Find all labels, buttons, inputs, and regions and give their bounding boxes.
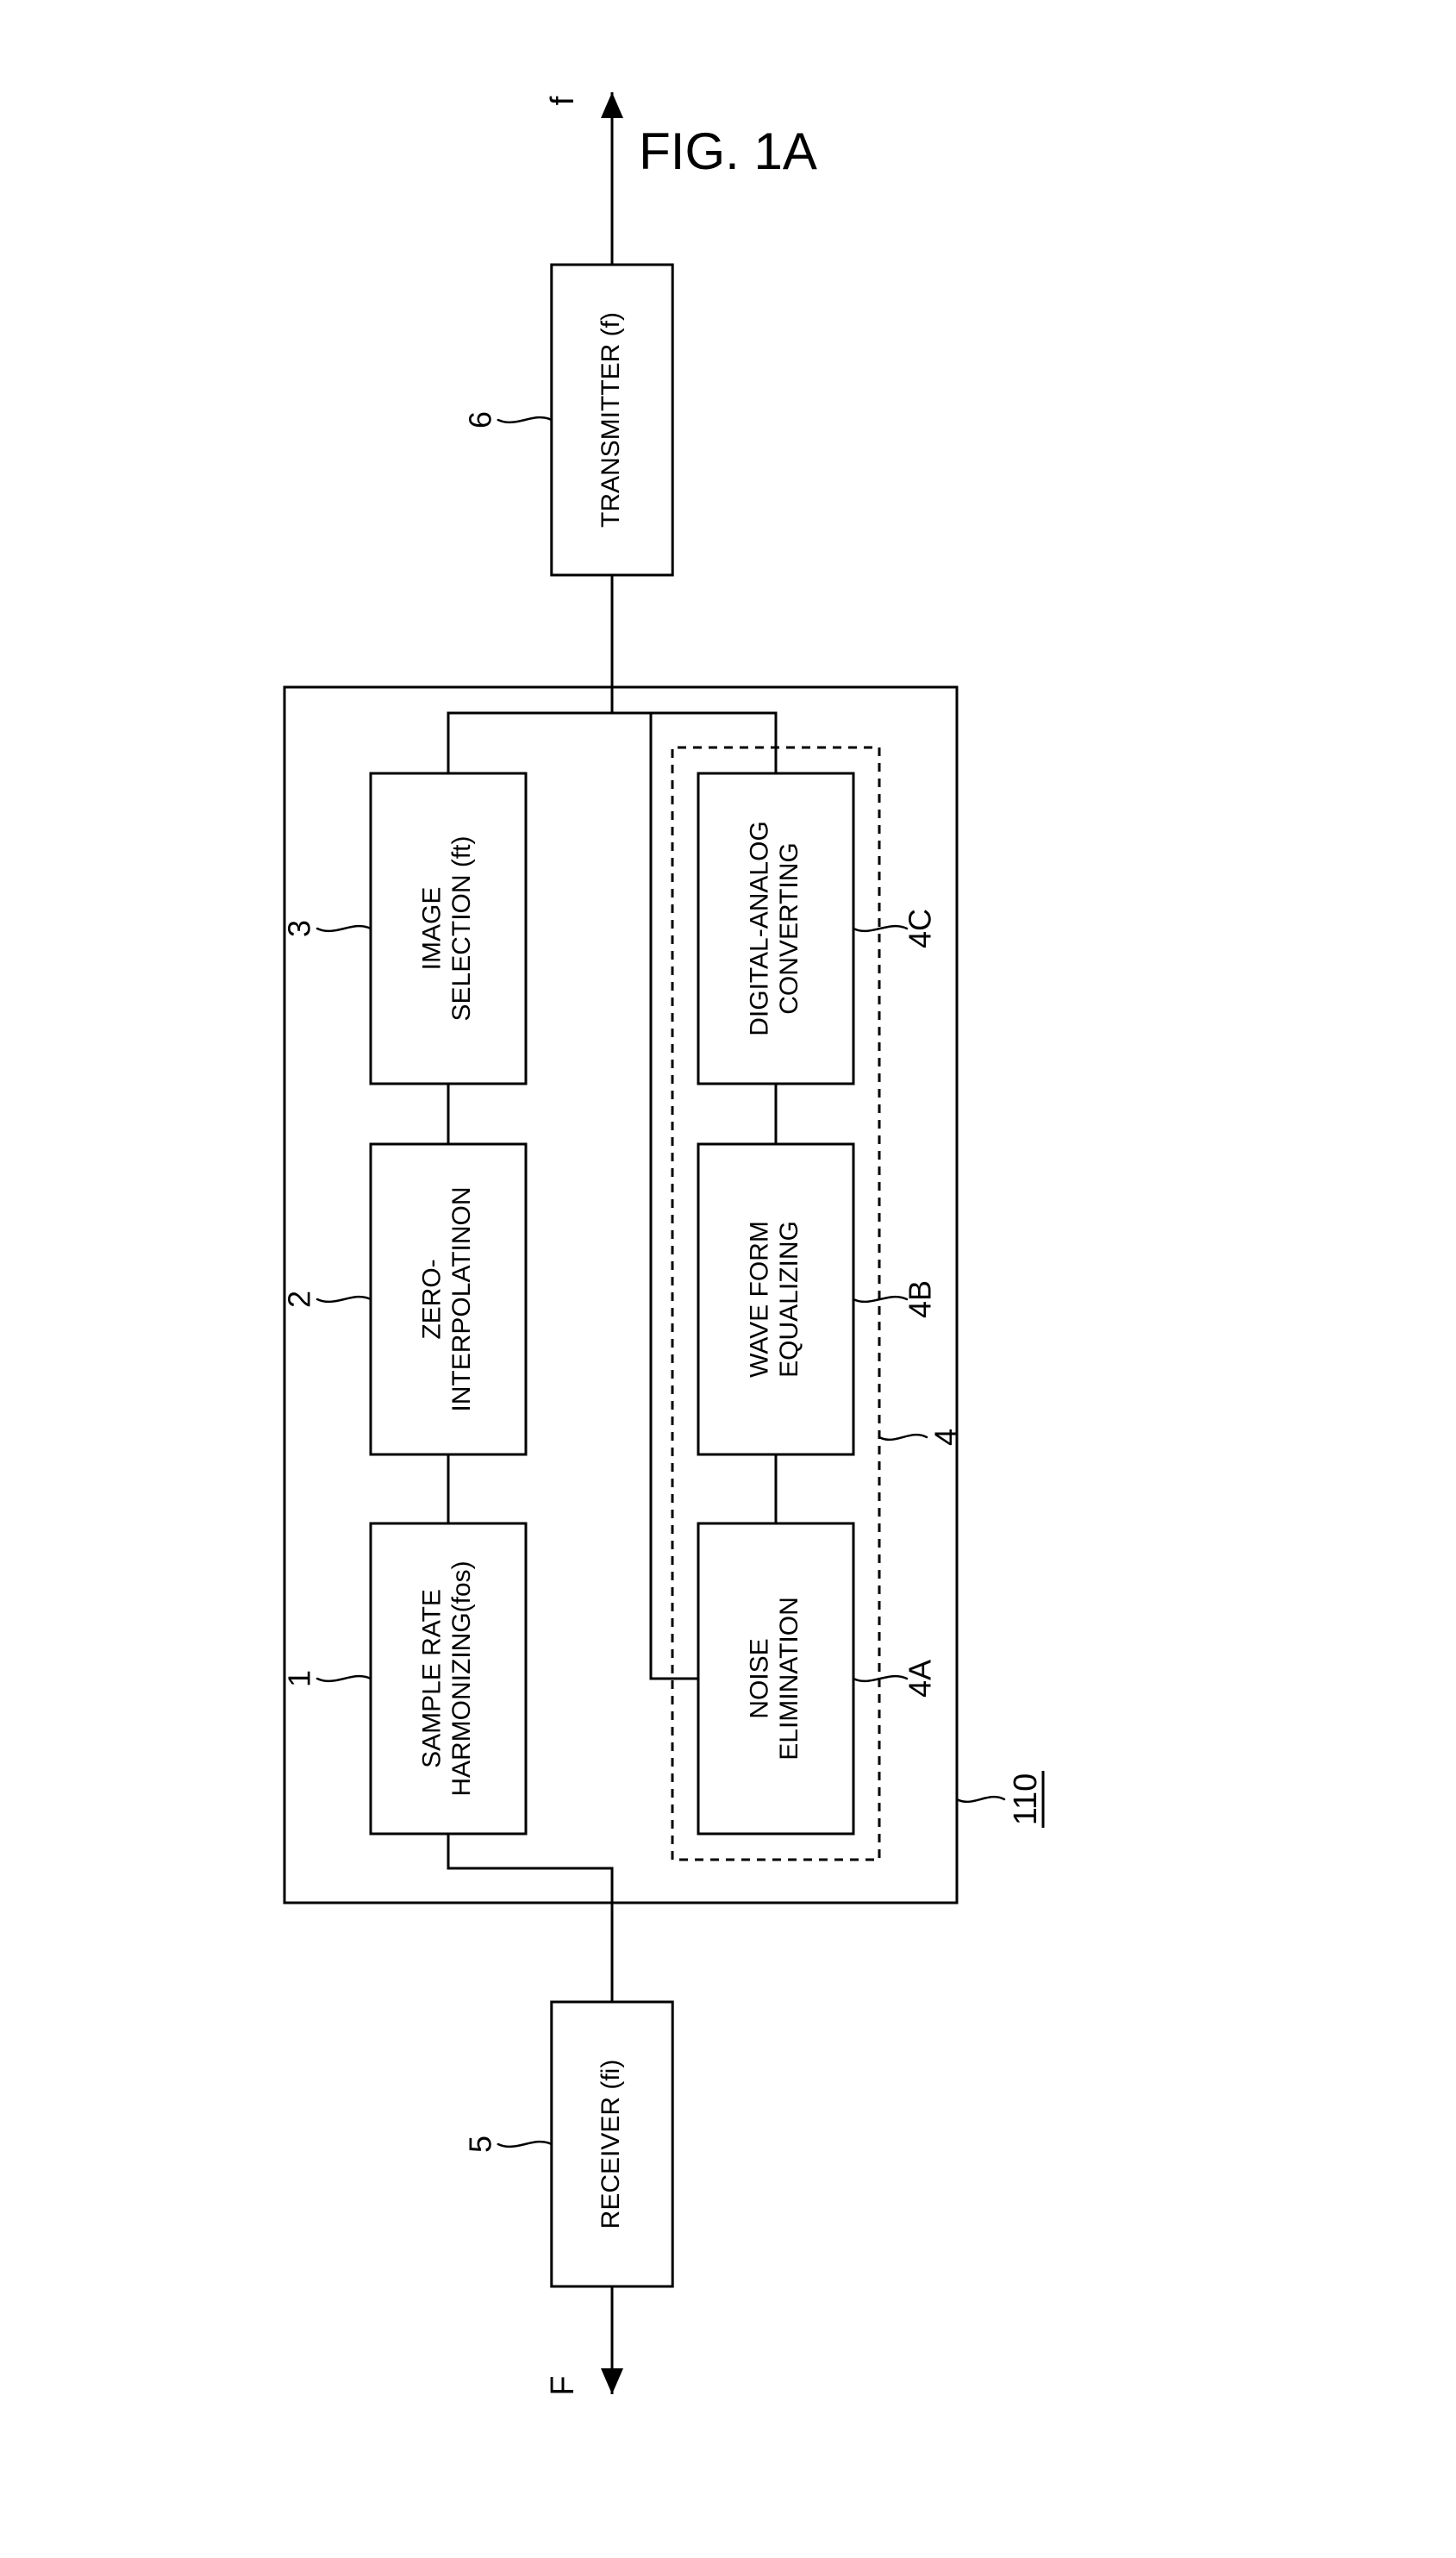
block-label: DIGITAL-ANALOG bbox=[746, 821, 774, 1036]
block-label: EQUALIZING bbox=[775, 1221, 803, 1378]
leader-line bbox=[957, 1797, 1004, 1802]
block-label: INTERPOLATINON bbox=[447, 1186, 476, 1411]
leader-line bbox=[498, 417, 552, 422]
ref-num-outer: 110 bbox=[1008, 1773, 1044, 1826]
leader-line bbox=[879, 1435, 927, 1440]
block-label: WAVE FORM bbox=[746, 1221, 774, 1378]
block-label: ELIMINATION bbox=[775, 1597, 803, 1760]
arrow-in bbox=[601, 2368, 623, 2394]
figure-title: FIG. 1A bbox=[639, 122, 817, 180]
block-label: HARMONIZING(fos) bbox=[447, 1560, 476, 1796]
block-label: TRANSMITTER (f) bbox=[597, 312, 625, 528]
leader-line bbox=[317, 926, 371, 931]
block-label: NOISE bbox=[746, 1638, 774, 1718]
ref-num: 5 bbox=[462, 2136, 497, 2153]
leader-line bbox=[317, 1676, 371, 1681]
ref-num: 4B bbox=[903, 1280, 938, 1318]
input-label: F bbox=[545, 2375, 581, 2395]
block-label: SELECTION (ft) bbox=[447, 835, 476, 1021]
ref-num: 6 bbox=[462, 411, 497, 428]
block-label: SAMPLE RATE bbox=[418, 1589, 447, 1768]
output-label: f bbox=[545, 96, 581, 105]
block-label: RECEIVER (fi) bbox=[597, 2060, 625, 2230]
ref-num: 4C bbox=[903, 909, 938, 948]
ref-num: 1 bbox=[282, 1670, 317, 1687]
arrow-out bbox=[601, 92, 623, 118]
ref-num: 4 bbox=[928, 1429, 964, 1446]
wire bbox=[448, 1834, 612, 2002]
block-label: CONVERTING bbox=[775, 842, 803, 1014]
ref-num: 2 bbox=[282, 1291, 317, 1308]
leader-line bbox=[317, 1297, 371, 1302]
block-label: IMAGE bbox=[418, 887, 447, 971]
leader-line bbox=[498, 2142, 552, 2147]
wire bbox=[612, 575, 776, 773]
block-label: ZERO- bbox=[418, 1259, 447, 1339]
ref-num: 4A bbox=[903, 1660, 938, 1698]
ref-num: 3 bbox=[282, 920, 317, 937]
